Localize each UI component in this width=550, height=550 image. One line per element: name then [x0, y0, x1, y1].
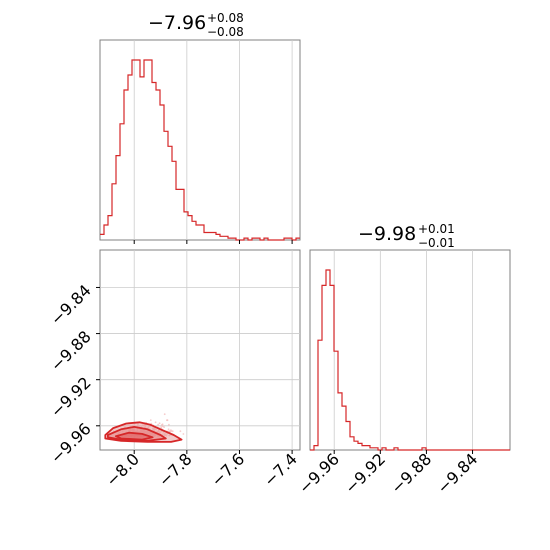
hist2-grid	[333, 250, 473, 450]
hist1-frame	[99, 39, 301, 241]
joint-sample-point	[149, 419, 152, 421]
title-param1-plus: +0.08	[207, 11, 244, 25]
histogram-panel-param1: −7.96 +0.08 −0.08	[99, 11, 301, 244]
hist2-x-tick-label: −9.88	[387, 449, 435, 497]
joint-sample-point	[157, 423, 160, 426]
joint-panel: −8.0 −7.8 −7.6 −7.4 −9.96−9.92−9.88−9.84	[47, 249, 301, 490]
joint-sample-point	[154, 421, 157, 424]
hist1-ticks	[133, 240, 293, 244]
joint-sample-point	[182, 433, 185, 435]
joint-x-tick-label: −7.8	[155, 449, 196, 490]
joint-sample-point	[161, 423, 164, 426]
joint-x-ticks: −8.0 −7.8 −7.6 −7.4	[102, 449, 301, 490]
title-param2-minus: −0.01	[418, 236, 455, 250]
hist2-x-ticks: −9.96−9.92−9.88−9.84	[295, 449, 481, 497]
joint-sample-point	[179, 430, 182, 433]
title-param1-minus: −0.08	[207, 25, 244, 39]
joint-frame	[99, 249, 301, 451]
joint-sample-point	[168, 423, 170, 426]
title-param1: −7.96	[148, 12, 206, 34]
joint-sample-point	[171, 430, 174, 433]
joint-sample-point	[158, 422, 161, 425]
joint-x-tick-label: −7.6	[207, 449, 248, 490]
joint-sample-point	[170, 430, 173, 432]
joint-sample-point	[163, 413, 166, 416]
joint-sample-point	[166, 419, 168, 422]
title-param2-plus: +0.01	[418, 222, 455, 236]
title-param2: −9.98	[358, 223, 416, 245]
joint-grid	[100, 250, 300, 450]
joint-sample-point	[169, 430, 171, 433]
title-param2-value: −9.98	[358, 223, 416, 245]
hist2-step-line	[310, 269, 510, 451]
joint-y-ticks: −9.96−9.92−9.88−9.84	[47, 281, 100, 467]
title-param1-value: −7.96	[148, 12, 206, 34]
joint-y-tick-label: −9.96	[47, 419, 95, 467]
hist2-x-tick-label: −9.96	[295, 449, 343, 497]
joint-sample-point	[160, 426, 163, 429]
hist1-grid	[133, 40, 293, 240]
joint-sample-point	[161, 425, 164, 428]
joint-y-tick-label: −9.88	[47, 327, 95, 375]
joint-contours	[104, 421, 183, 443]
hist2-x-tick-label: −9.84	[433, 449, 481, 497]
hist2-frame	[309, 249, 511, 451]
joint-sample-point	[163, 426, 166, 428]
histogram-panel-param2: −9.96−9.92−9.88−9.84 −9.98 +0.01 −0.01	[295, 222, 511, 497]
joint-x-tick-label: −8.0	[102, 449, 143, 490]
joint-contour-inner	[114, 431, 154, 441]
joint-y-tick-label: −9.84	[47, 281, 95, 329]
joint-y-tick-label: −9.92	[47, 373, 95, 421]
joint-sample-point	[167, 428, 170, 431]
hist2-x-tick-label: −9.92	[341, 449, 389, 497]
hist1-step-line	[100, 59, 300, 241]
